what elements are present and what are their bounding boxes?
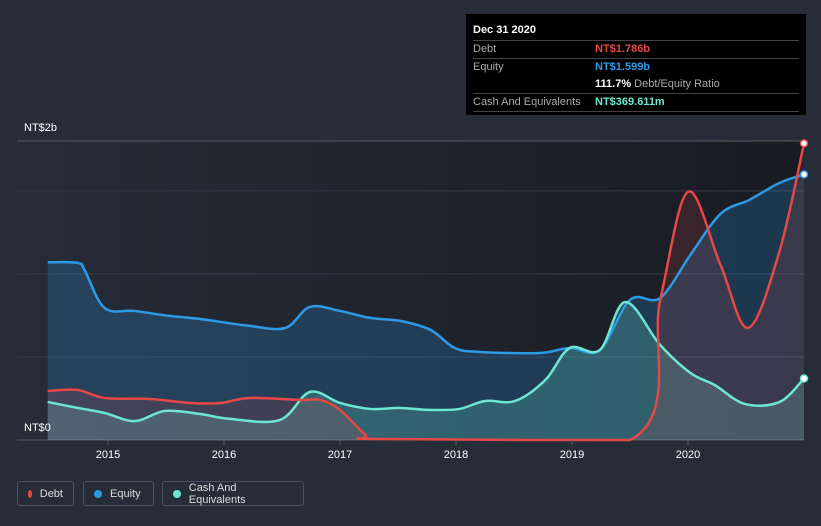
debt-line <box>47 143 806 442</box>
tooltip-debt-label: Debt <box>473 43 497 55</box>
equity-dot-icon <box>94 489 102 498</box>
tooltip-ratio-value: 111.7% <box>595 78 632 90</box>
x-tick-label: 2020 <box>676 449 700 461</box>
legend-label: Cash And Equivalents <box>188 481 246 506</box>
equity-end-point <box>799 170 809 179</box>
tooltip-equity-label: Equity <box>473 61 504 73</box>
legend-label: Debt <box>39 487 63 500</box>
x-tick-label: 2019 <box>560 449 584 461</box>
x-tick-label: 2018 <box>444 449 468 461</box>
debt-end-point <box>799 139 809 148</box>
tooltip-date: Dec 31 2020 <box>473 22 799 41</box>
debt-dot-icon <box>28 489 32 498</box>
x-tick-label: 2016 <box>212 449 236 461</box>
tooltip-equity-value: NT$1.599b <box>595 61 651 73</box>
x-tick-label: 2015 <box>96 449 120 461</box>
tooltip-cash-value: NT$369.611m <box>595 96 665 108</box>
tooltip: Dec 31 2020 Debt NT$1.786b Equity NT$1.599… <box>466 14 806 115</box>
equity-area <box>47 174 805 440</box>
cash-and-equivalents-line <box>47 300 805 424</box>
y-tick-zero: NT$0 <box>24 422 51 434</box>
cash-and-equivalents-area <box>47 301 805 440</box>
legend-equity[interactable]: Equity <box>83 481 154 506</box>
legend-cash[interactable]: Cash And Equivalents <box>162 481 304 506</box>
cash-dot-icon <box>173 489 181 498</box>
y-tick-top: NT$2b <box>24 122 58 134</box>
debt-area <box>47 143 805 440</box>
cash-and-equivalents-end-point <box>799 374 809 383</box>
legend-label: Equity <box>110 487 141 500</box>
tooltip-ratio-label: Debt/Equity Ratio <box>634 78 720 90</box>
x-tick-label: 2017 <box>328 449 352 461</box>
equity-line <box>47 173 805 355</box>
tooltip-cash-label: Cash And Equivalents <box>473 96 581 108</box>
tooltip-debt-value: NT$1.786b <box>595 43 651 55</box>
legend-debt[interactable]: Debt <box>17 481 74 506</box>
